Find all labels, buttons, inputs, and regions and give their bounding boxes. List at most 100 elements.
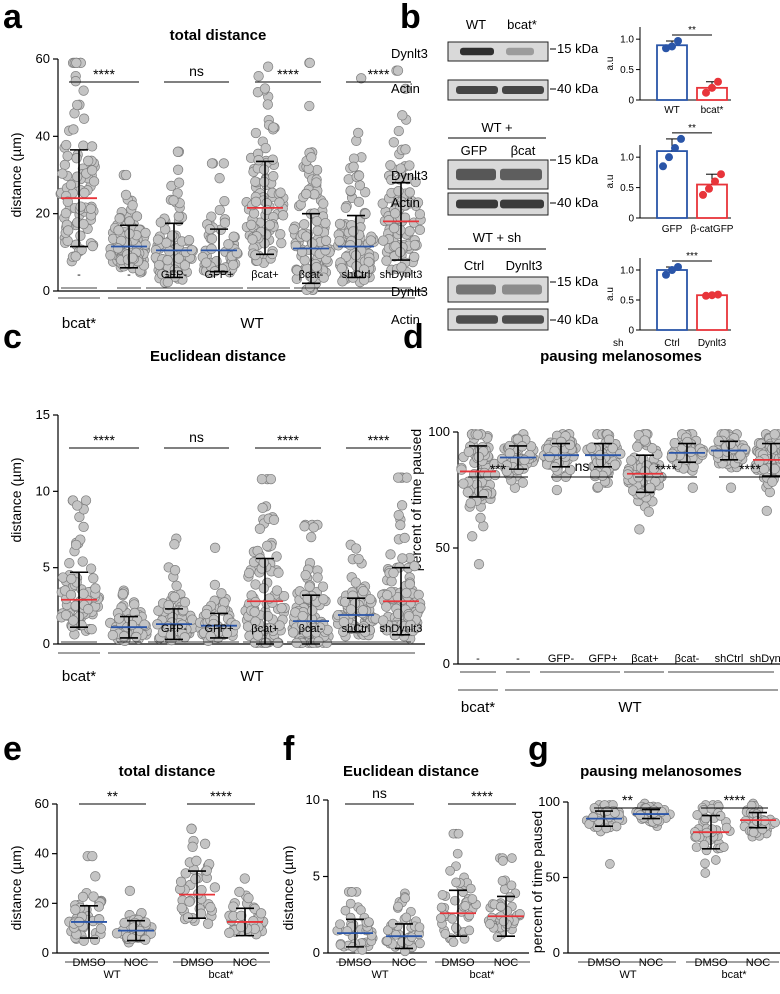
blot-row-label: Dynlt3: [391, 46, 428, 61]
data-point: [306, 531, 317, 543]
data-point: [721, 822, 732, 833]
blot-row-label: Actin: [391, 312, 420, 327]
data-point: [60, 609, 72, 621]
data-point: [127, 200, 138, 211]
data-point: [301, 188, 312, 200]
blot-band: [456, 86, 498, 94]
data-point: [250, 249, 261, 261]
data-point: [400, 83, 411, 95]
data-point: [214, 204, 225, 216]
data-point: [415, 602, 426, 613]
bar-chart-gfp-vs-bcatgfp: 0 0.5 1.0 a.u GFP β-catGFP **: [605, 123, 734, 235]
panel-letter-b: b: [400, 0, 421, 36]
significance-label: ****: [724, 792, 746, 808]
data-point: [718, 842, 729, 852]
x-tick-label: shCtrl: [715, 653, 744, 665]
data-point: [223, 239, 234, 250]
significance-label: ns: [372, 785, 387, 801]
data-point: [388, 137, 399, 148]
data-point: [714, 290, 722, 299]
data-point: [365, 593, 376, 605]
y-tick-label: 10: [306, 792, 320, 807]
data-point: [246, 219, 257, 230]
data-point: [169, 565, 181, 576]
chart-title-c: Euclidean distance: [150, 348, 286, 365]
data-point: [360, 187, 371, 198]
data-point: [334, 235, 345, 247]
data-point: [117, 588, 129, 600]
data-point: [385, 549, 396, 560]
x-tick-label: bcat*: [701, 105, 724, 116]
data-point: [388, 567, 399, 578]
data-point: [312, 572, 323, 583]
blot-band: [456, 315, 498, 324]
data-point: [183, 234, 195, 246]
data-point: [437, 890, 448, 900]
data-point: [182, 912, 194, 923]
data-point: [378, 615, 389, 626]
data-point: [404, 187, 415, 198]
y-tick-label: 60: [36, 51, 50, 66]
data-point: [152, 234, 164, 245]
x-tick-label: GFP+: [204, 623, 233, 635]
significance-label: ns: [575, 458, 590, 474]
data-point: [634, 524, 645, 535]
group-label: WT: [618, 699, 641, 716]
data-point: [691, 831, 702, 842]
y-tick-label: 20: [35, 895, 49, 910]
data-point: [465, 498, 476, 509]
y-tick-label: 10: [36, 483, 50, 498]
data-point: [311, 177, 322, 188]
blot-header-left: GFP: [461, 143, 488, 158]
data-point: [306, 152, 317, 163]
group-label: WT: [240, 668, 263, 685]
data-point: [607, 443, 618, 454]
data-point: [140, 239, 151, 250]
data-point: [85, 563, 97, 574]
data-point: [179, 260, 191, 271]
blot-header-right: bcat*: [507, 17, 537, 32]
data-point: [320, 217, 331, 229]
x-tick-label: NOC: [233, 957, 258, 969]
x-tick-label: -: [127, 269, 131, 281]
y-tick-label: 60: [35, 796, 49, 811]
data-point: [304, 100, 315, 112]
data-point: [249, 606, 260, 618]
data-point: [615, 448, 626, 459]
data-point: [396, 500, 408, 511]
data-point: [414, 922, 425, 933]
data-point: [252, 630, 263, 641]
data-point: [414, 224, 426, 236]
data-point: [473, 559, 485, 570]
data-point: [409, 251, 420, 263]
data-point: [456, 464, 467, 475]
kda-label: 15 kDa: [557, 41, 599, 56]
data-point: [70, 539, 82, 551]
data-point: [346, 887, 357, 897]
data-point: [77, 891, 89, 903]
x-tick-label: shCtrl: [342, 269, 371, 281]
x-tick-label: NOC: [639, 957, 664, 969]
data-point: [205, 631, 216, 642]
data-point: [586, 442, 597, 453]
data-point: [214, 173, 225, 184]
data-point: [392, 472, 404, 483]
data-point: [68, 124, 79, 135]
data-point: [485, 919, 495, 929]
y-axis-label-g: percent of time paused: [529, 811, 545, 953]
data-point: [274, 620, 285, 631]
data-point: [83, 155, 94, 166]
data-point: [209, 579, 221, 591]
x-tick-label: shDynlt3: [380, 623, 423, 635]
data-point: [262, 99, 273, 110]
data-point: [268, 122, 279, 133]
significance-label: **: [107, 788, 118, 804]
data-point: [71, 57, 82, 69]
data-point: [167, 230, 178, 241]
data-point: [337, 276, 348, 287]
data-point: [506, 880, 517, 891]
group-label: WT: [371, 969, 388, 981]
data-point: [271, 551, 282, 562]
data-point: [140, 917, 151, 928]
y-tick-label: 1.0: [620, 153, 634, 164]
